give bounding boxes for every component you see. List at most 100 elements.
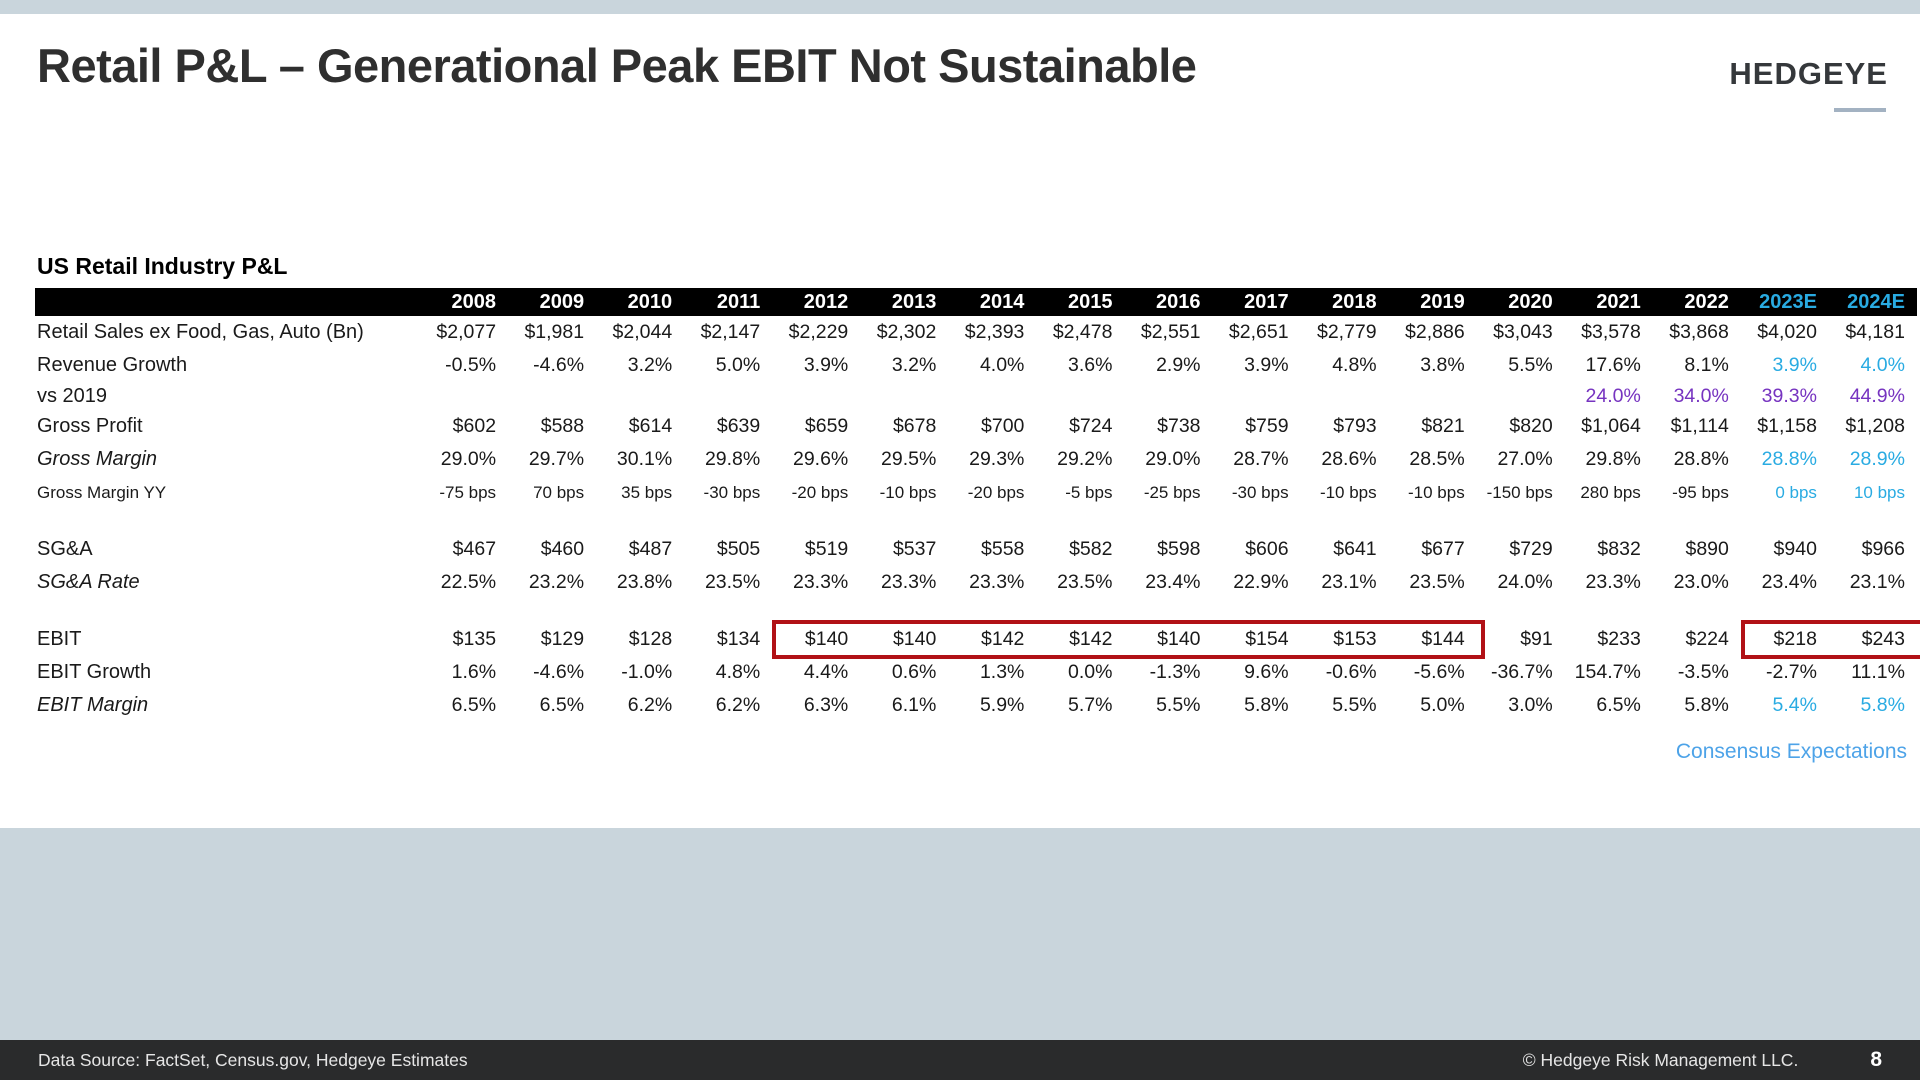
cell: 4.4% — [803, 661, 849, 683]
spacer-row — [35, 509, 1917, 533]
hedgeye-logo-text: HEDGEYE — [1729, 56, 1888, 91]
cell: -5.6% — [1413, 661, 1465, 683]
year-header: 2023E — [1759, 290, 1817, 313]
year-header: 2009 — [539, 290, 585, 313]
cell: 28.8% — [1761, 448, 1817, 470]
table-row: Retail Sales ex Food, Gas, Auto (Bn) $2,0… — [35, 316, 1917, 349]
cell: 29.7% — [528, 448, 585, 470]
cell: 29.8% — [1585, 448, 1641, 470]
table-row: EBIT Growth 1.6% -4.6% -1.0% 4.8% 4.4% 0.6% 1.3… — [35, 656, 1917, 689]
row-label: Gross Profit — [37, 415, 143, 437]
cell: 6.1% — [891, 694, 937, 716]
cell: 30.1% — [616, 448, 673, 470]
cell: 70 bps — [533, 482, 585, 502]
cell: 6.5% — [451, 694, 497, 716]
cell: -25 bps — [1143, 482, 1201, 502]
cell: 29.5% — [881, 448, 937, 470]
table-row: EBIT Margin 6.5% 6.5% 6.2% 6.2% 6.3% 6.1% 5.9% 5… — [35, 689, 1917, 722]
cell: 29.2% — [1057, 448, 1113, 470]
cell: $3,043 — [1493, 321, 1553, 343]
cell: $582 — [1069, 538, 1113, 560]
cell: 17.6% — [1585, 354, 1641, 376]
cell: $224 — [1685, 628, 1729, 650]
cell: 22.5% — [440, 571, 497, 593]
table-row: Revenue Growth -0.5% -4.6% 3.2% 5.0% 3.9% 3.2%… — [35, 349, 1917, 382]
cell: -0.5% — [445, 354, 497, 376]
cell: 8.1% — [1684, 354, 1729, 376]
cell: $2,551 — [1140, 321, 1201, 343]
table-row: Gross Profit $602 $588 $614 $639 $659 $678 $700… — [35, 410, 1917, 443]
cell: $1,208 — [1845, 415, 1905, 437]
cell: $142 — [981, 628, 1025, 650]
cell: 23.4% — [1145, 571, 1201, 593]
cell: $2,651 — [1228, 321, 1289, 343]
cell: $218 — [1773, 628, 1817, 650]
cell: $233 — [1597, 628, 1641, 650]
row-label: Gross Margin — [37, 448, 158, 470]
cell: 29.8% — [704, 448, 761, 470]
copyright-text: © Hedgeye Risk Management LLC. — [1522, 1049, 1799, 1070]
cell: $639 — [716, 415, 761, 437]
cell: $134 — [716, 628, 761, 650]
cell: $460 — [540, 538, 585, 560]
row-label: EBIT Margin — [37, 694, 149, 716]
cell: 4.0% — [979, 354, 1025, 376]
cell: $614 — [628, 415, 673, 437]
cell: 6.2% — [627, 694, 673, 716]
cell: 1.6% — [451, 661, 497, 683]
cell: $2,229 — [788, 321, 849, 343]
cell: 29.6% — [792, 448, 849, 470]
cell: $700 — [981, 415, 1025, 437]
cell: $154 — [1245, 628, 1289, 650]
cell: -95 bps — [1672, 482, 1729, 502]
cell: $505 — [716, 538, 761, 560]
page-number: 8 — [1870, 1048, 1882, 1071]
cell: 4.8% — [715, 661, 761, 683]
cell: -3.5% — [1677, 661, 1729, 683]
row-label: vs 2019 — [37, 384, 108, 407]
cell: $2,779 — [1316, 321, 1377, 343]
cell: $1,114 — [1670, 415, 1729, 437]
cell: $558 — [981, 538, 1025, 560]
cell: $142 — [1069, 628, 1113, 650]
cell: -75 bps — [439, 482, 497, 502]
cell: $1,981 — [524, 321, 585, 343]
year-header: 2014 — [979, 290, 1025, 313]
year-header: 2013 — [891, 290, 937, 313]
cell: 6.5% — [539, 694, 585, 716]
cell: $2,147 — [700, 321, 761, 343]
cell: 28.8% — [1673, 448, 1729, 470]
cell: $677 — [1421, 538, 1465, 560]
table-section: US Retail Industry P&L 2008 2009 2010 2011 2… — [35, 253, 1920, 764]
year-header: 2012 — [803, 290, 849, 313]
cell: $4,020 — [1757, 321, 1817, 343]
cell: 23.1% — [1849, 571, 1905, 593]
cell: $3,578 — [1581, 321, 1641, 343]
cell: $144 — [1421, 628, 1465, 650]
cell: 0.0% — [1068, 661, 1113, 683]
cell: $738 — [1157, 415, 1201, 437]
cell: $91 — [1520, 628, 1553, 650]
cell: $598 — [1157, 538, 1201, 560]
cell: 23.5% — [704, 571, 761, 593]
cell: 9.6% — [1244, 661, 1289, 683]
cell: 154.7% — [1574, 661, 1641, 683]
cell: $659 — [804, 415, 849, 437]
cell: 5.0% — [1420, 694, 1465, 716]
cell: 23.5% — [1057, 571, 1113, 593]
cell: 1.3% — [979, 661, 1025, 683]
cell: $1,064 — [1581, 415, 1641, 437]
cell: 23.3% — [792, 571, 849, 593]
cell: 29.0% — [440, 448, 497, 470]
cell: 23.8% — [616, 571, 673, 593]
cell: 44.9% — [1849, 384, 1905, 407]
cell: 0 bps — [1775, 482, 1817, 502]
cell: $140 — [804, 628, 849, 650]
cell: $2,077 — [436, 321, 497, 343]
year-header: 2021 — [1596, 290, 1641, 313]
cell: 5.5% — [1508, 354, 1553, 376]
cell: $832 — [1597, 538, 1641, 560]
cell: 4.0% — [1860, 354, 1905, 376]
cell: $724 — [1069, 415, 1113, 437]
cell: $487 — [628, 538, 673, 560]
